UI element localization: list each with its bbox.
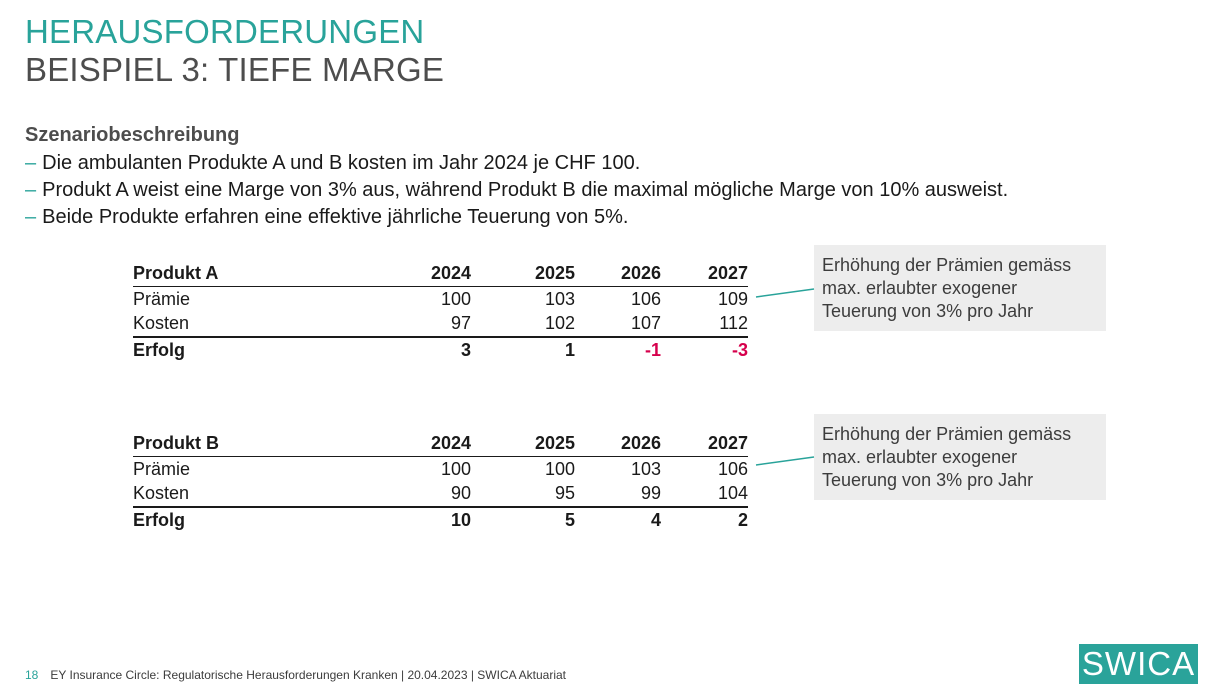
- connector-line-product-a: [755, 288, 815, 298]
- table-row: Prämie 100 103 106 109: [133, 286, 748, 311]
- connector-line-product-b: [755, 456, 815, 466]
- year-header: 2025: [471, 431, 575, 457]
- year-header: 2025: [471, 261, 575, 287]
- table-cell-negative: -3: [731, 339, 748, 360]
- row-label: Kosten: [133, 481, 283, 508]
- note-line: Erhöhung der Prämien gemäss: [822, 424, 1072, 444]
- table-header-row: Produkt A 2024 2025 2026 2027: [133, 261, 748, 287]
- table-cell: 4: [650, 509, 661, 530]
- note-line: max. erlaubter exogener: [822, 447, 1018, 467]
- table-cell: 100: [440, 458, 471, 479]
- scenario-bullet-text: Die ambulanten Produkte A und B kosten i…: [42, 152, 641, 174]
- table-cell: 102: [471, 311, 575, 338]
- footer-text: EY Insurance Circle: Regulatorische Hera…: [50, 668, 566, 682]
- table-cell: 109: [717, 288, 748, 309]
- table-cell: 100: [440, 288, 471, 309]
- table-cell: 103: [630, 458, 661, 479]
- footer: 18 EY Insurance Circle: Regulatorische He…: [25, 668, 566, 682]
- table-row-total: Erfolg 3 1 -1 -3: [133, 337, 748, 363]
- table-cell: 99: [575, 481, 661, 508]
- table-cell-negative: -1: [644, 339, 661, 360]
- swica-logo: SWICA: [1079, 644, 1198, 684]
- table-cell: 3: [460, 339, 471, 360]
- product-b-table: Produkt B 2024 2025 2026 2027 Prämie 100…: [133, 431, 748, 532]
- note-line: max. erlaubter exogener: [822, 278, 1018, 298]
- year-header: 2024: [283, 431, 471, 457]
- table-cell: 5: [564, 509, 575, 530]
- scenario-bullet-text: Produkt A weist eine Marge von 3% aus, w…: [42, 179, 1009, 201]
- product-a-table: Produkt A 2024 2025 2026 2027 Prämie 100…: [133, 261, 748, 362]
- table-row: Kosten 97 102 107 112: [133, 311, 748, 338]
- title-line-1: HERAUSFORDERUNGEN: [25, 13, 425, 50]
- row-label: Erfolg: [133, 509, 185, 530]
- table-cell: 103: [544, 288, 575, 309]
- scenario-bullet: – Beide Produkte erfahren eine effektive …: [25, 204, 1008, 231]
- bullet-dash-icon: –: [25, 152, 37, 174]
- year-header: 2024: [283, 261, 471, 287]
- year-header: 2027: [661, 431, 748, 457]
- table-cell: 95: [471, 481, 575, 508]
- year-header: 2027: [661, 261, 748, 287]
- bullet-dash-icon: –: [25, 179, 37, 201]
- scenario-bullet-list: – Die ambulanten Produkte A und B kosten …: [25, 150, 1008, 231]
- table-cell: 97: [283, 311, 471, 338]
- table-cell: 106: [630, 288, 661, 309]
- year-header: 2026: [575, 431, 661, 457]
- scenario-bullet: – Produkt A weist eine Marge von 3% aus, …: [25, 177, 1008, 204]
- table-cell: 107: [575, 311, 661, 338]
- note-line: Teuerung von 3% pro Jahr: [822, 301, 1034, 321]
- note-box-product-b: Erhöhung der Prämien gemäss max. erlaubt…: [814, 414, 1106, 500]
- bullet-dash-icon: –: [25, 206, 37, 228]
- table-cell: 10: [450, 509, 471, 530]
- table-cell: 2: [737, 509, 748, 530]
- table-cell: 1: [564, 339, 575, 360]
- row-label: Prämie: [133, 288, 191, 309]
- scenario-heading: Szenariobeschreibung: [25, 124, 240, 146]
- table-header-row: Produkt B 2024 2025 2026 2027: [133, 431, 748, 457]
- table-title: Produkt A: [133, 261, 283, 287]
- row-label: Erfolg: [133, 339, 185, 360]
- table-cell: 112: [661, 311, 748, 338]
- note-line: Erhöhung der Prämien gemäss: [822, 255, 1072, 275]
- table-row: Kosten 90 95 99 104: [133, 481, 748, 508]
- row-label: Kosten: [133, 311, 283, 338]
- table-cell: 104: [661, 481, 748, 508]
- title-line-2: BEISPIEL 3: TIEFE MARGE: [25, 51, 445, 88]
- table-cell: 106: [717, 458, 748, 479]
- year-header: 2026: [575, 261, 661, 287]
- scenario-bullet-text: Beide Produkte erfahren eine effektive j…: [42, 206, 629, 228]
- row-label: Prämie: [133, 458, 191, 479]
- scenario-bullet: – Die ambulanten Produkte A und B kosten …: [25, 150, 1008, 177]
- table-row-total: Erfolg 10 5 4 2: [133, 507, 748, 533]
- note-line: Teuerung von 3% pro Jahr: [822, 470, 1034, 490]
- table-row: Prämie 100 100 103 106: [133, 456, 748, 481]
- table-title: Produkt B: [133, 431, 283, 457]
- page-number: 18: [25, 668, 39, 682]
- table-cell: 90: [283, 481, 471, 508]
- table-cell: 100: [544, 458, 575, 479]
- note-box-product-a: Erhöhung der Prämien gemäss max. erlaubt…: [814, 245, 1106, 331]
